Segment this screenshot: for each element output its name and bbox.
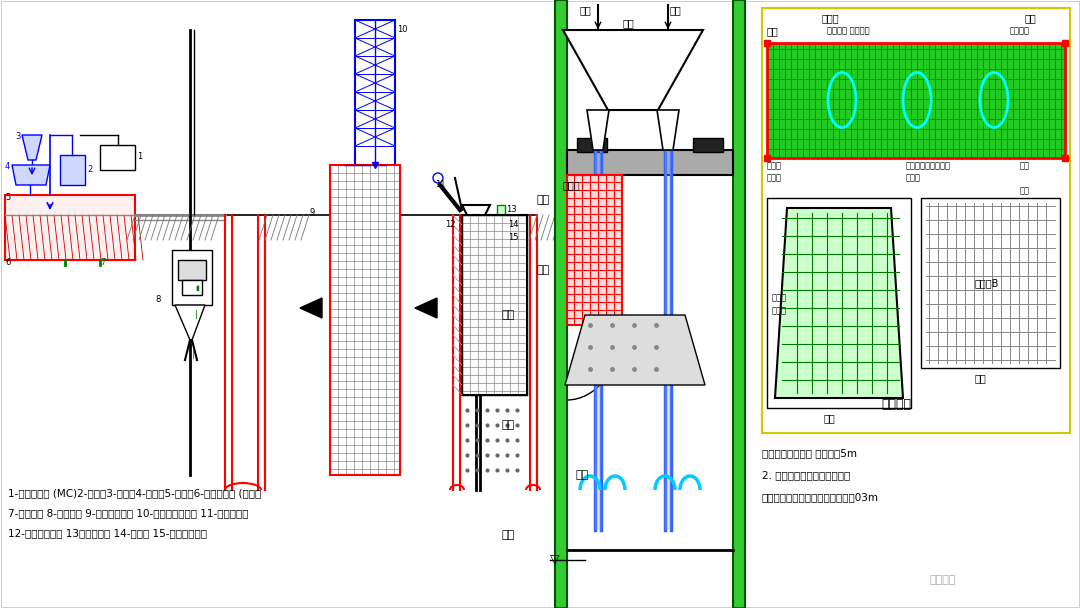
Text: |: | — [192, 350, 194, 359]
Bar — [497, 205, 505, 220]
Text: 锁管: 锁管 — [502, 420, 515, 430]
Bar — [172, 250, 212, 305]
Text: 钢笼: 钢笼 — [502, 310, 515, 320]
Bar — [665, 150, 671, 530]
Circle shape — [774, 233, 784, 243]
Polygon shape — [415, 298, 437, 318]
Text: 背面: 背面 — [974, 373, 986, 383]
Polygon shape — [565, 315, 705, 385]
Text: 筑龙岩工: 筑龙岩工 — [930, 575, 957, 585]
Circle shape — [894, 363, 904, 373]
Text: ▮: ▮ — [195, 285, 199, 291]
Text: ▽: ▽ — [550, 553, 559, 566]
Polygon shape — [300, 298, 322, 318]
Text: 滚落: 滚落 — [537, 265, 550, 275]
Bar — [462, 215, 527, 395]
Polygon shape — [775, 208, 903, 398]
Text: 9: 9 — [310, 208, 315, 217]
Text: 11: 11 — [435, 180, 446, 189]
Bar — [733, 0, 745, 608]
Bar — [100, 145, 135, 170]
Text: 水筋筋筋: 水筋筋筋 — [1010, 26, 1030, 35]
Text: 5: 5 — [5, 193, 10, 202]
Bar — [567, 175, 622, 325]
Text: 灌注: 灌注 — [670, 5, 681, 15]
Polygon shape — [175, 305, 205, 340]
Text: 侧面: 侧面 — [1025, 13, 1037, 23]
Text: 7: 7 — [100, 258, 106, 267]
Text: 焊孔钢: 焊孔钢 — [772, 306, 787, 315]
Text: 连横筋B: 连横筋B — [975, 278, 999, 288]
Polygon shape — [657, 110, 679, 150]
Bar — [921, 198, 1059, 368]
Text: |: | — [195, 310, 198, 319]
Circle shape — [774, 363, 784, 373]
Text: 13: 13 — [507, 205, 516, 214]
Text: 面须悬挂！！其新座层深不得超过03m: 面须悬挂！！其新座层深不得超过03m — [762, 492, 879, 502]
Bar — [555, 0, 567, 608]
Polygon shape — [22, 135, 42, 160]
Text: 15: 15 — [508, 233, 518, 242]
Bar — [462, 215, 527, 395]
Text: 焊孔: 焊孔 — [1020, 161, 1030, 170]
Bar — [5, 195, 135, 260]
Circle shape — [894, 233, 904, 243]
Text: 导管: 导管 — [537, 195, 550, 205]
Text: 说明：导管距般边 距墙大于5m: 说明：导管距般边 距墙大于5m — [762, 448, 858, 458]
Bar — [767, 198, 912, 408]
Text: 侧面: 侧面 — [823, 413, 835, 423]
Bar — [767, 43, 1065, 158]
Text: 焊孔钢: 焊孔钢 — [767, 161, 782, 170]
Text: 梯形筋: 梯形筋 — [822, 13, 839, 23]
Text: 6: 6 — [5, 258, 11, 267]
Text: 灌注: 灌注 — [580, 5, 592, 15]
Bar — [577, 138, 607, 152]
Polygon shape — [563, 30, 703, 110]
Text: 7-再生液池 8-液压抓斗 9-护壁泥浆液位 10-吊钢笼专用工具 11-浇灌混凝土: 7-再生液池 8-液压抓斗 9-护壁泥浆液位 10-吊钢笼专用工具 11-浇灌混… — [8, 508, 248, 518]
Text: 背钢筋钢筋趋趋筋筋: 背钢筋钢筋趋趋筋筋 — [906, 161, 951, 170]
Text: 2. 钢笼搁置时应选可靠保横址: 2. 钢笼搁置时应选可靠保横址 — [762, 470, 850, 480]
Text: 槽高: 槽高 — [502, 530, 515, 540]
Text: 3: 3 — [15, 132, 21, 141]
Text: 14: 14 — [508, 220, 518, 229]
Text: 4: 4 — [5, 162, 10, 171]
Text: 8: 8 — [156, 295, 160, 304]
Bar — [693, 138, 723, 152]
Text: 导管: 导管 — [1020, 186, 1030, 195]
Text: 焊孔钢: 焊孔钢 — [767, 173, 782, 182]
Text: 迪卿筋筋 也趋筋筋: 迪卿筋筋 也趋筋筋 — [827, 26, 869, 35]
Text: 1: 1 — [137, 152, 143, 161]
Bar — [183, 280, 202, 295]
Bar — [60, 155, 85, 185]
Text: 槽段部: 槽段部 — [563, 180, 581, 190]
Text: 导置管: 导置管 — [906, 173, 921, 182]
Bar — [567, 150, 733, 175]
Text: 12: 12 — [445, 220, 456, 229]
Bar — [595, 150, 600, 530]
Text: 1-投入膨润土 (MC)2-搅拌桶3-旋挖器4-振动筛5-排泥槽6-回收系统池 (待处理: 1-投入膨润土 (MC)2-搅拌桶3-旋挖器4-振动筛5-排泥槽6-回收系统池 … — [8, 488, 261, 498]
Bar — [330, 165, 400, 475]
Text: 焊孔钢: 焊孔钢 — [772, 293, 787, 302]
Polygon shape — [588, 110, 609, 150]
Text: 漏斗: 漏斗 — [623, 18, 635, 28]
Bar — [330, 165, 400, 475]
Polygon shape — [462, 205, 490, 225]
Text: 灌注: 灌注 — [575, 470, 589, 480]
Text: 锁管: 锁管 — [767, 26, 779, 36]
Text: 12-钢笼搁置吊点 13混凝土导管 14-接头管 15-专用规路设备: 12-钢笼搁置吊点 13混凝土导管 14-接头管 15-专用规路设备 — [8, 528, 207, 538]
Text: 10: 10 — [397, 25, 407, 34]
Text: 2: 2 — [87, 165, 92, 174]
Polygon shape — [12, 165, 50, 185]
Text: 导管置图: 导管置图 — [881, 398, 912, 411]
Bar — [178, 260, 206, 280]
Bar — [762, 8, 1070, 433]
